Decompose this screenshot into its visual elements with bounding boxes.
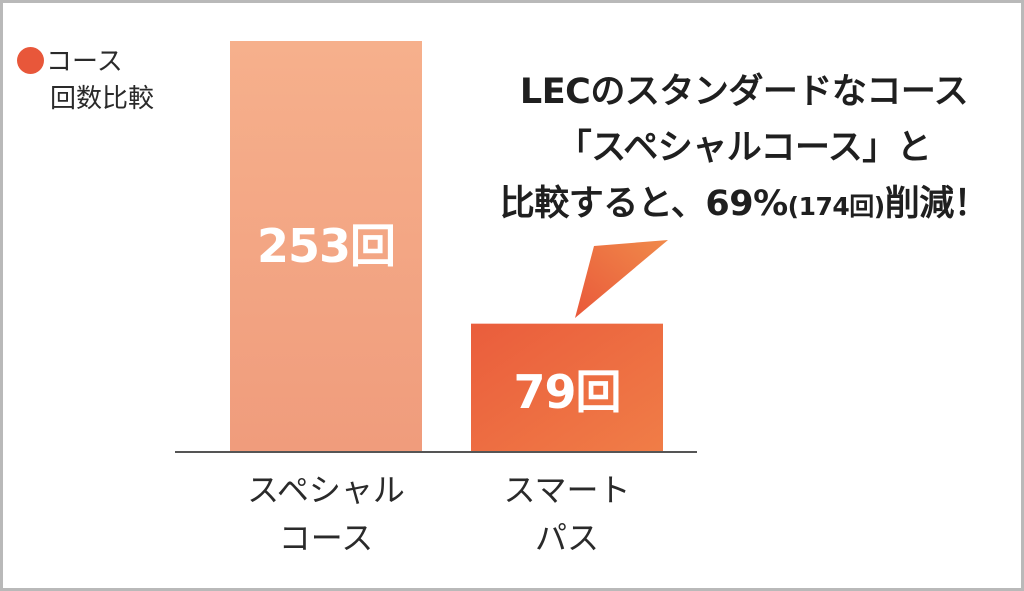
legend-marker-dot (17, 47, 44, 74)
category-label-2: スマート パス (447, 466, 687, 562)
data-label-1: 253回 (257, 219, 395, 273)
annotation-line-3-small: (174回) (787, 192, 886, 221)
category-label-1-line-2: コース (278, 519, 374, 557)
legend-line-2: 回数比較 (50, 84, 155, 114)
annotation-line-3-main: 比較すると、69% (499, 184, 788, 224)
legend-entry: コース (17, 44, 154, 81)
annotation-headline: LECのスタンダードなコース 「スペシャルコース」と 比較すると、69%(174… (478, 64, 1010, 235)
legend: コース 回数比較 (17, 44, 154, 118)
annotation-line-3-end: 削減！ (884, 184, 989, 224)
callout-pointer (575, 240, 668, 318)
category-label-2-line-2: パス (534, 519, 599, 557)
annotation-line-3: 比較すると、69%(174回)削減！ (478, 176, 1010, 235)
data-label-2: 79回 (513, 365, 620, 419)
bar-1 (230, 41, 422, 452)
category-label-1-line-1: スペシャル (247, 471, 405, 509)
bar-2 (471, 323, 663, 452)
legend-line-1: コース (46, 47, 123, 77)
category-label-2-line-1: スマート (503, 471, 631, 509)
annotation-line-1: LECのスタンダードなコース (519, 72, 969, 112)
category-label-1: スペシャル コース (206, 466, 446, 562)
annotation-line-2: 「スペシャルコース」と (556, 128, 932, 168)
